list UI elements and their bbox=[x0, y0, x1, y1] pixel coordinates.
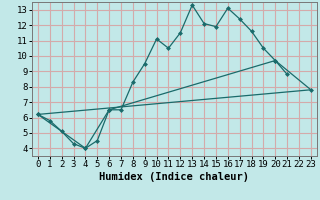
X-axis label: Humidex (Indice chaleur): Humidex (Indice chaleur) bbox=[100, 172, 249, 182]
